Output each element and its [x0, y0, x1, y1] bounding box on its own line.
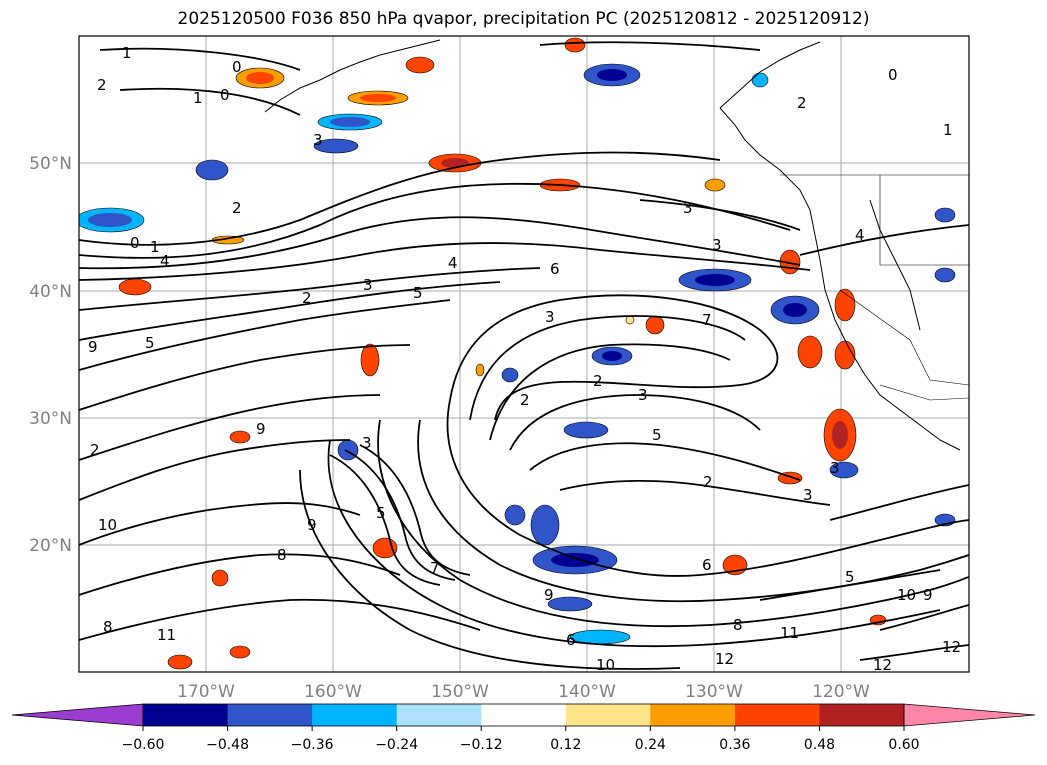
contour-label: 6 — [702, 556, 712, 574]
colorbar-tick-label: −0.60 — [122, 737, 165, 753]
contour-label: 5 — [145, 334, 155, 352]
contour-label: 8 — [733, 616, 743, 634]
map-title: 2025120500 F036 850 hPa qvapor, precipit… — [177, 9, 870, 29]
colorbar-cell — [819, 704, 905, 726]
colorbar-tick-label: 0.24 — [635, 737, 666, 753]
contour-label: 6 — [550, 260, 560, 278]
colorbar-cell — [650, 704, 736, 726]
contour-label: 10 — [897, 586, 916, 604]
colorbar-tick-label: −0.36 — [291, 737, 334, 753]
lat-label: 20°N — [29, 536, 72, 556]
contour-label: 3 — [313, 131, 323, 149]
lon-label: 140°W — [558, 682, 616, 702]
contour-label: 5 — [413, 284, 423, 302]
latitude-labels: 50°N 40°N 30°N 20°N — [29, 154, 72, 556]
contour-label: 4 — [855, 226, 865, 244]
map-frame — [78, 35, 970, 673]
contour-label: 3 — [638, 386, 648, 404]
contour-label: 1 — [943, 121, 953, 139]
contour-label: 3 — [803, 486, 813, 504]
colorbar: −0.60 −0.48 −0.36 −0.24 −0.12 0.12 0.24 0.36 0.4… — [11, 703, 1036, 753]
colorbar-cell — [734, 704, 820, 726]
lon-label: 150°W — [431, 682, 489, 702]
colorbar-cell — [396, 704, 482, 726]
contour-label: 12 — [942, 638, 961, 656]
contour-labels: 1 2 1 0 0 3 0 2 1 3 0 1 4 2 3 2 5 4 6 3 … — [88, 44, 961, 674]
contour-label: 6 — [566, 631, 576, 649]
contour-label: 4 — [160, 252, 170, 270]
contour-label: 3 — [830, 459, 840, 477]
colorbar-extend-left — [11, 703, 144, 727]
longitude-labels: 170°W 160°W 150°W 140°W 130°W 120°W — [177, 682, 870, 702]
colorbar-cell — [143, 704, 229, 726]
contour-label: 1 — [150, 238, 160, 256]
contour-label: 5 — [652, 426, 662, 444]
colorbar-cell — [312, 704, 398, 726]
colorbar-tick-label: −0.24 — [375, 737, 418, 753]
contour-label: 4 — [448, 254, 458, 272]
lon-label: 120°W — [812, 682, 870, 702]
contour-label: 9 — [88, 338, 98, 356]
contour-label: 8 — [103, 618, 113, 636]
contour-label: 2 — [90, 441, 100, 459]
contour-label: 7 — [702, 311, 712, 329]
contour-label: 2 — [97, 76, 107, 94]
contour-label: 9 — [923, 586, 933, 604]
lon-label: 160°W — [304, 682, 362, 702]
contour-label: 3 — [545, 308, 555, 326]
lon-label: 130°W — [685, 682, 743, 702]
contour-label: 0 — [220, 86, 230, 104]
lat-label: 50°N — [29, 154, 72, 174]
contour-label: 12 — [715, 650, 734, 668]
contour-label: 2 — [703, 473, 713, 491]
contour-label: 0 — [232, 58, 242, 76]
colorbar-tick-label: −0.12 — [460, 737, 503, 753]
contour-label: 12 — [873, 656, 892, 674]
contour-label: 2 — [520, 391, 530, 409]
colorbar-cell — [227, 704, 313, 726]
contour-label: 5 — [376, 504, 386, 522]
colorbar-tick-label: 0.48 — [804, 737, 835, 753]
contour-label: 9 — [307, 516, 317, 534]
contour-label: 0 — [888, 66, 898, 84]
contour-label: 9 — [256, 420, 266, 438]
contour-label: 1 — [122, 44, 132, 62]
lat-label: 40°N — [29, 282, 72, 302]
contour-label: 1 — [193, 89, 203, 107]
precip-patches — [79, 37, 956, 670]
contour-label: 10 — [98, 516, 117, 534]
coastline — [264, 39, 961, 451]
contour-label: 2 — [593, 372, 603, 390]
colorbar-tick-label: 0.12 — [550, 737, 581, 753]
contour-label: 2 — [302, 289, 312, 307]
colorbar-tick-label: −0.48 — [206, 737, 249, 753]
contour-label: 5 — [845, 568, 855, 586]
contour-label: 10 — [596, 656, 615, 674]
colorbar-tick-label: 0.36 — [719, 737, 750, 753]
contour-label: 3 — [712, 236, 722, 254]
contour-label: 7 — [430, 559, 440, 577]
contour-label: 2 — [232, 199, 242, 217]
colorbar-cell — [481, 704, 567, 726]
colorbar-cell — [565, 704, 651, 726]
colorbar-tick-label: 0.60 — [888, 737, 919, 753]
lon-label: 170°W — [177, 682, 235, 702]
contour-label: 3 — [362, 434, 372, 452]
contour-label: 9 — [544, 586, 554, 604]
qvapor-contours — [79, 41, 969, 670]
contour-label: 0 — [130, 234, 140, 252]
borders — [780, 174, 969, 401]
contour-label: 11 — [157, 626, 176, 644]
lat-label: 30°N — [29, 409, 72, 429]
contour-label: 11 — [780, 624, 799, 642]
contour-label: 3 — [683, 199, 693, 217]
colorbar-extend-right — [903, 703, 1036, 727]
contour-label: 8 — [277, 546, 287, 564]
contour-label: 2 — [797, 94, 807, 112]
contour-label: 3 — [363, 276, 373, 294]
